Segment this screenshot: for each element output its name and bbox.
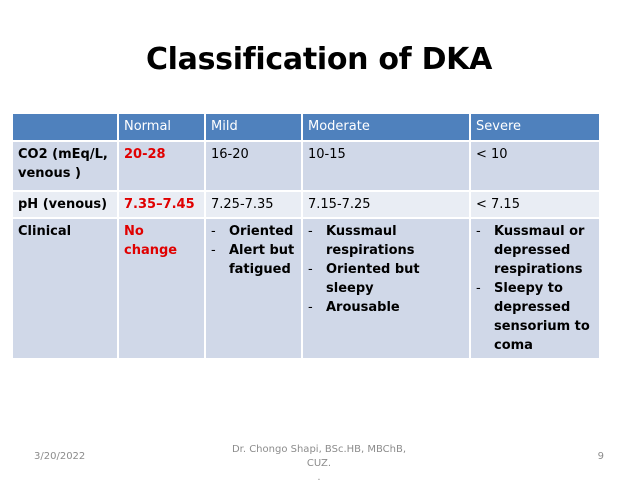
- table-header-row: Normal Mild Moderate Severe: [11, 112, 601, 142]
- severe-symptom-list: Kussmaul or depressed respirations Sleep…: [476, 222, 594, 355]
- footer-author-line2: .: [317, 472, 321, 483]
- mild-symptom-list: Oriented Alert but fatigued: [211, 222, 296, 279]
- cell-normal: 20-28: [117, 140, 206, 192]
- header-normal: Normal: [117, 112, 206, 142]
- cell-mild: 16-20: [204, 140, 303, 192]
- list-item: Arousable: [308, 298, 464, 317]
- list-item: Kussmaul or depressed respirations: [476, 222, 594, 279]
- cell-severe: < 7.15: [469, 190, 601, 219]
- footer-author-line: Dr. Chongo Shapi, BSc.HB, MBChB, CUZ.: [231, 444, 407, 469]
- cell-severe: Kussmaul or depressed respirations Sleep…: [469, 217, 601, 360]
- page-number: 9: [597, 451, 604, 462]
- moderate-symptom-list: Kussmaul respirations Oriented but sleep…: [308, 222, 464, 317]
- cell-moderate: 10-15: [301, 140, 471, 192]
- cell-param: CO2 (mEq/L, venous ): [11, 140, 119, 192]
- list-item: Kussmaul respirations: [308, 222, 464, 260]
- list-item: Alert but fatigued: [211, 241, 296, 279]
- cell-param: pH (venous): [11, 190, 119, 219]
- header-parameter: [11, 112, 119, 142]
- footer-date: 3/20/2022: [34, 451, 86, 462]
- cell-mild: Oriented Alert but fatigued: [204, 217, 303, 360]
- list-item: Oriented: [211, 222, 296, 241]
- cell-mild: 7.25-7.35: [204, 190, 303, 219]
- cell-normal: No change: [117, 217, 206, 360]
- cell-normal: 7.35–7.45: [117, 190, 206, 219]
- table-row-co2: CO2 (mEq/L, venous ) 20-28 16-20 10-15 <…: [11, 140, 601, 192]
- header-moderate: Moderate: [301, 112, 471, 142]
- header-severe: Severe: [469, 112, 601, 142]
- footer-author: Dr. Chongo Shapi, BSc.HB, MBChB, CUZ. .: [219, 443, 419, 485]
- dka-classification-table: Normal Mild Moderate Severe CO2 (mEq/L, …: [11, 112, 601, 360]
- list-item: Oriented but sleepy: [308, 260, 464, 298]
- table-row-clinical: Clinical No change Oriented Alert but fa…: [11, 217, 601, 360]
- cell-moderate: 7.15-7.25: [301, 190, 471, 219]
- cell-severe: < 10: [469, 140, 601, 192]
- table-row-ph: pH (venous) 7.35–7.45 7.25-7.35 7.15-7.2…: [11, 190, 601, 219]
- slide-title: Classification of DKA: [145, 42, 493, 77]
- header-mild: Mild: [204, 112, 303, 142]
- list-item: Sleepy to depressed sensorium to coma: [476, 279, 594, 355]
- cell-param: Clinical: [11, 217, 119, 360]
- cell-moderate: Kussmaul respirations Oriented but sleep…: [301, 217, 471, 360]
